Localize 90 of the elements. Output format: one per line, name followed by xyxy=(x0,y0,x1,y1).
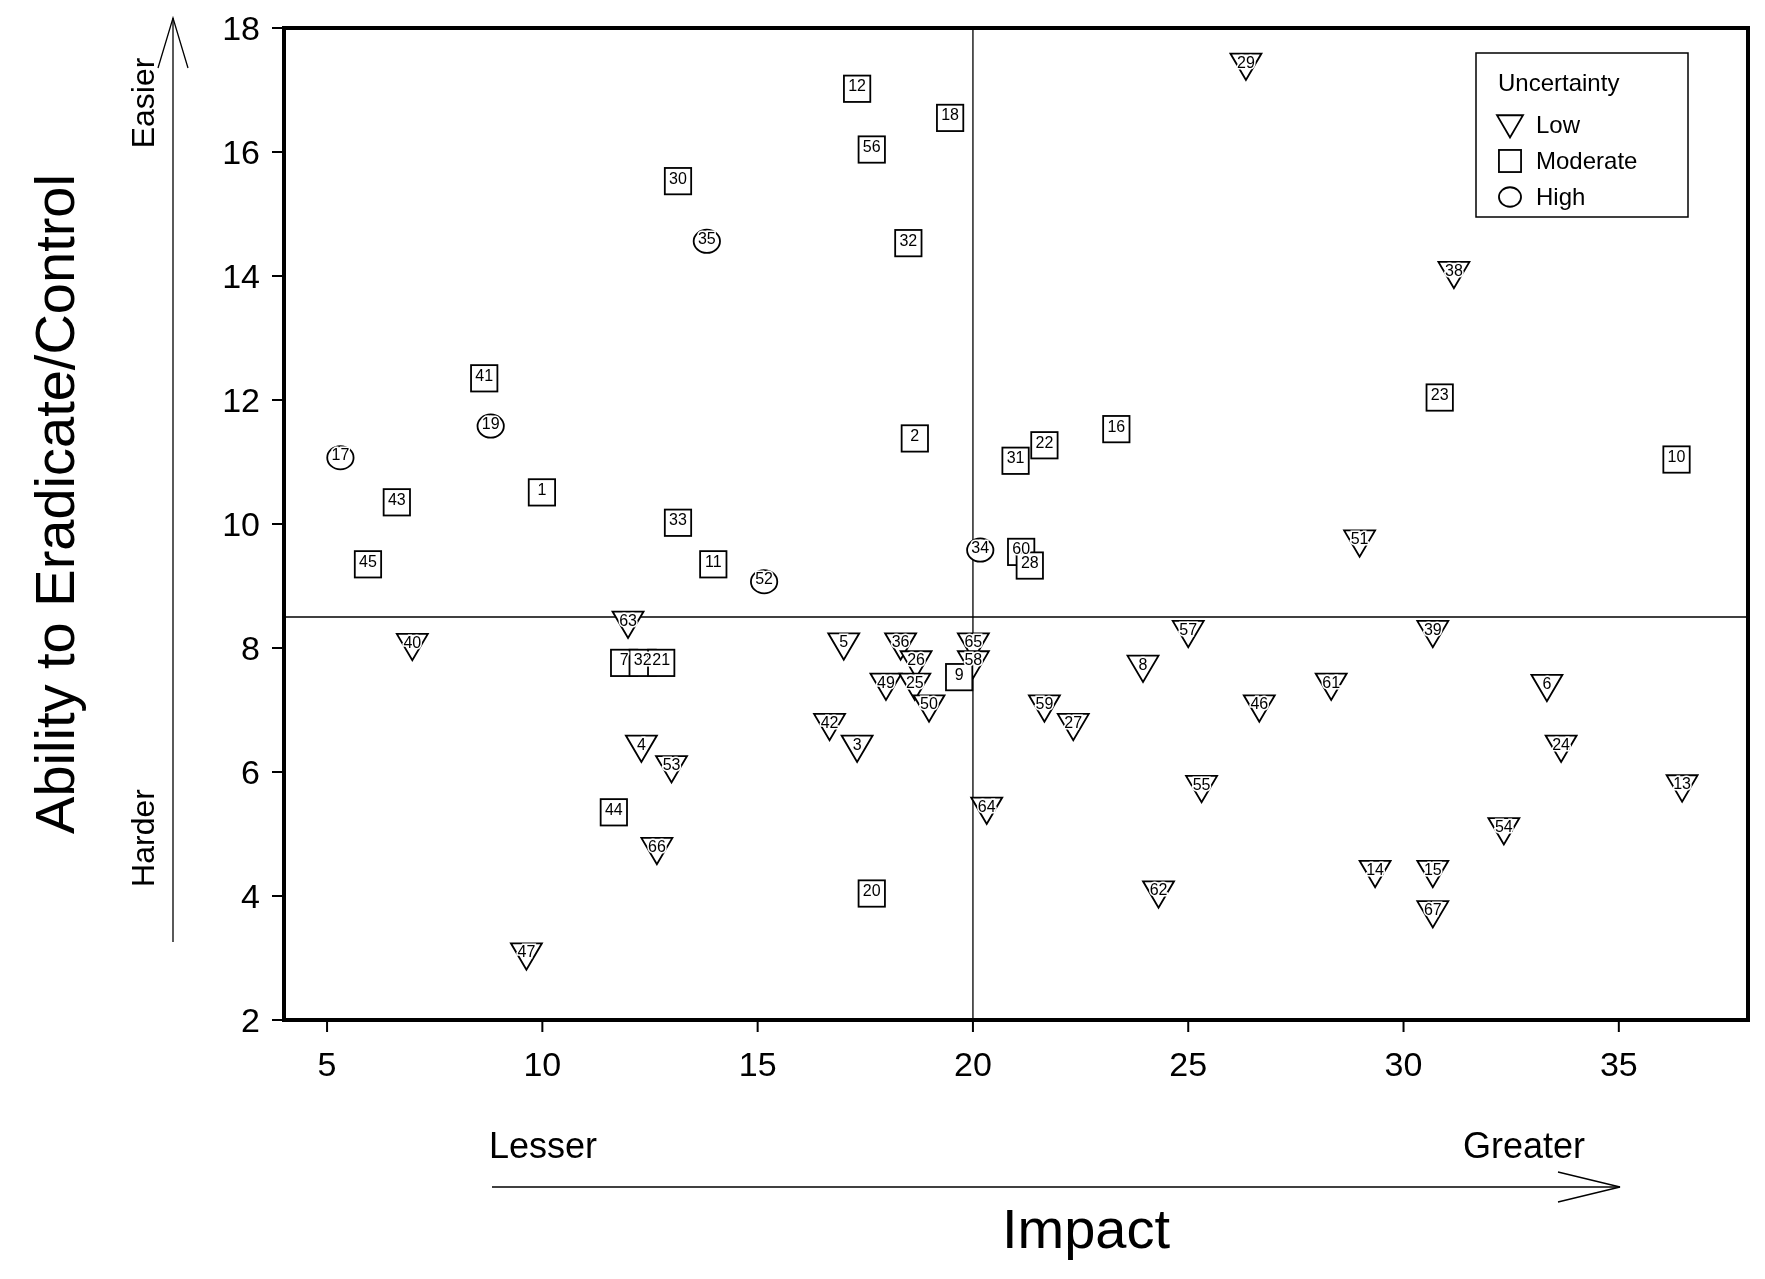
legend-label: Moderate xyxy=(1536,147,1638,174)
annotation: 21 xyxy=(652,651,671,669)
annotation: 24 xyxy=(1552,735,1571,753)
annotation: 52 xyxy=(755,570,774,588)
annotation: 4 xyxy=(636,735,646,753)
annotation: 66 xyxy=(647,838,666,855)
annotation: 45 xyxy=(359,552,377,570)
x-tick-label: 20 xyxy=(954,1045,992,1083)
annotation: 18 xyxy=(941,106,960,124)
annotation: 22 xyxy=(1035,433,1054,451)
y-tick-label: 8 xyxy=(241,629,260,667)
y-tick-label: 14 xyxy=(222,257,260,295)
annotation: 31 xyxy=(1006,449,1025,467)
annotation: 2 xyxy=(910,426,920,444)
x-tick-label: 30 xyxy=(1384,1045,1423,1083)
annotation: 15 xyxy=(1423,860,1442,878)
annotation: 23 xyxy=(1430,386,1449,404)
y-tick-label: 12 xyxy=(222,381,260,419)
annotation: 10 xyxy=(1667,448,1686,466)
annotation: 42 xyxy=(820,714,839,731)
annotation: 28 xyxy=(1020,554,1039,572)
annotation: 16 xyxy=(1107,417,1126,435)
annotation: 19 xyxy=(481,414,500,432)
legend-label: Low xyxy=(1536,111,1581,138)
annotation: 29 xyxy=(1237,53,1255,71)
text: Easier xyxy=(125,57,161,149)
annotation: 64 xyxy=(977,797,996,815)
annotation: 6 xyxy=(1542,674,1552,692)
annotation: 5 xyxy=(839,633,849,651)
annotation: 35 xyxy=(697,229,716,247)
x-tick-label: 35 xyxy=(1599,1045,1638,1083)
annotation: 27 xyxy=(1064,714,1083,731)
text: Harder xyxy=(125,788,161,887)
annotation: 20 xyxy=(862,882,881,900)
text: Lesser xyxy=(489,1125,598,1166)
legend-title: Uncertainty xyxy=(1498,69,1620,96)
annotation: 54 xyxy=(1494,818,1513,836)
annotation: 47 xyxy=(517,943,536,961)
annotation: 61 xyxy=(1322,673,1341,691)
annotation: 43 xyxy=(387,490,406,508)
x-tick-label: 15 xyxy=(738,1045,777,1083)
y-tick-label: 16 xyxy=(222,133,260,171)
annotation: 50 xyxy=(920,695,939,713)
annotation: 51 xyxy=(1350,530,1369,548)
annotation: 38 xyxy=(1445,262,1463,280)
annotation: 33 xyxy=(669,511,687,529)
annotation: 36 xyxy=(891,633,910,651)
annotation: 25 xyxy=(905,673,924,691)
annotation: 14 xyxy=(1366,860,1385,878)
annotation: 39 xyxy=(1423,621,1442,638)
annotation: 55 xyxy=(1192,776,1211,793)
annotation: 12 xyxy=(848,77,867,95)
annotation: 56 xyxy=(862,138,881,156)
annotation: 11 xyxy=(704,552,722,570)
annotation: 65 xyxy=(964,633,983,651)
annotation: 62 xyxy=(1149,881,1168,899)
annotation: 17 xyxy=(331,446,350,464)
x-axis-title: Impact xyxy=(1001,1197,1171,1260)
annotation: 49 xyxy=(877,673,895,691)
annotation: 67 xyxy=(1423,901,1442,919)
annotation: 30 xyxy=(669,169,687,187)
annotation: 53 xyxy=(662,756,681,774)
y-tick-label: 6 xyxy=(241,753,260,791)
y-tick-label: 2 xyxy=(241,1001,260,1039)
x-tick-label: 25 xyxy=(1169,1045,1208,1083)
annotation: 32 xyxy=(899,231,918,249)
y-tick-label: 10 xyxy=(222,505,260,543)
annotation: 1 xyxy=(537,480,547,498)
y-tick-label: 18 xyxy=(222,9,260,47)
x-tick-label: 5 xyxy=(317,1045,337,1083)
annotation: 26 xyxy=(907,651,926,669)
annotation: 40 xyxy=(403,634,422,652)
text: Greater xyxy=(1462,1125,1586,1166)
annotation: 41 xyxy=(475,366,494,384)
annotation: 8 xyxy=(1138,655,1148,673)
annotation: 13 xyxy=(1673,775,1692,793)
y-tick-label: 4 xyxy=(241,877,260,915)
annotation: 3 xyxy=(852,735,862,753)
annotation: 7 xyxy=(619,651,629,669)
annotation: 9 xyxy=(954,665,964,683)
y-axis-title: Ability to Eradicate/Control xyxy=(23,174,86,834)
annotation: 57 xyxy=(1179,621,1198,638)
annotation: 46 xyxy=(1250,695,1269,713)
legend-label: High xyxy=(1536,183,1586,210)
annotation: 63 xyxy=(619,611,638,629)
annotation: 59 xyxy=(1035,695,1054,713)
annotation: 34 xyxy=(971,538,990,556)
annotation: 58 xyxy=(964,651,983,669)
x-tick-label: 10 xyxy=(523,1045,562,1083)
annotation: 44 xyxy=(604,800,623,818)
